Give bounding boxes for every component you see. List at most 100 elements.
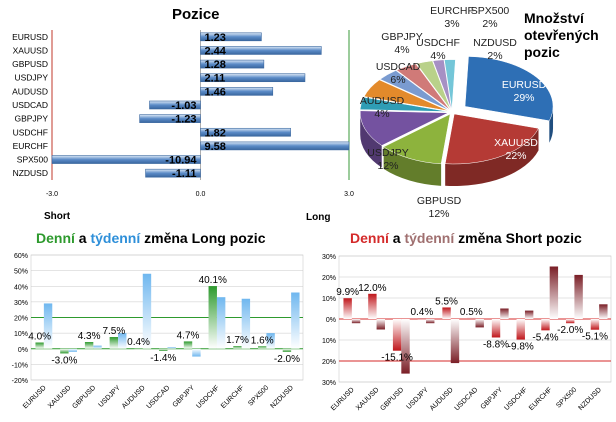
long-category-xauusd: XAUUSD xyxy=(47,384,73,410)
short-category-eurusd: EURUSD xyxy=(330,386,356,412)
pie-slice-usdcad xyxy=(363,79,449,112)
pie-slice-xauusd xyxy=(444,113,539,165)
long-daily-bar-gbpjpy xyxy=(183,341,193,349)
long-ytick-7: 50% xyxy=(14,269,28,276)
long-ytick-2: 0% xyxy=(18,347,28,354)
position-category-eurusd: EURUSD xyxy=(12,32,48,42)
positions-tick-2: 3.0 xyxy=(344,191,354,198)
short-category-audusd: AUDUSD xyxy=(429,386,455,412)
long-data-label-audusd: 0.4% xyxy=(127,337,150,348)
long-ytick-4: 20% xyxy=(14,316,28,323)
short-category-nzdusd: NZDUSD xyxy=(577,386,603,412)
short-daily-bar-xauusd xyxy=(368,293,377,319)
pie-slice-spx500 xyxy=(432,59,452,110)
position-category-gbpusd: GBPUSD xyxy=(12,59,48,69)
position-category-audusd: AUDUSD xyxy=(12,86,48,96)
short-ytick-3: 0% xyxy=(326,317,336,324)
short-data-label-usdjpy: 0.4% xyxy=(410,307,433,318)
long-weekly-bar-xauusd xyxy=(68,348,77,352)
position-bar-eurchf xyxy=(200,141,350,151)
position-value-xauusd: 2.44 xyxy=(205,45,227,57)
short-weekly-bar-nzdusd xyxy=(599,304,608,319)
long-category-gbpusd: GBPUSD xyxy=(71,384,97,410)
short-axis-label: Short xyxy=(44,211,71,222)
long-weekly-bar-usdjpy xyxy=(118,333,127,349)
position-category-nzdusd: NZDUSD xyxy=(13,168,48,178)
short-daily-bar-usdchf xyxy=(516,319,525,340)
long-ytick-0: -20% xyxy=(12,378,28,385)
long-data-label-xauusd: -3.0% xyxy=(51,355,77,366)
position-value-eurchf: 9.58 xyxy=(205,141,226,153)
long-daily-bar-xauusd xyxy=(60,348,69,354)
long-daily-bar-audusd xyxy=(134,348,143,350)
pie-slice-usdjpy xyxy=(360,110,449,146)
pie-percent-audusd: 4% xyxy=(374,108,389,120)
pie-percent-xauusd: 22% xyxy=(505,150,526,162)
pie-label-spx500: SPX500 xyxy=(471,5,510,17)
long-ytick-5: 30% xyxy=(14,300,28,307)
long-weekly-bar-usdchf xyxy=(216,297,226,349)
short-weekly-bar-audusd xyxy=(450,319,460,364)
short-category-usdjpy: USDJPY xyxy=(405,386,430,411)
short-change-title: Denní a týdenní změna Short pozic xyxy=(350,230,582,246)
pie-percent-nzdusd: 2% xyxy=(487,50,502,62)
long-category-spx500: SPX500 xyxy=(247,384,270,407)
long-weekly-bar-eurchf xyxy=(241,298,251,349)
pie-side-gbpusd xyxy=(383,146,442,186)
pie-percent-usdjpy: 12% xyxy=(377,160,398,172)
long-category-audusd: AUDUSD xyxy=(121,384,147,410)
position-value-usdjpy: 2.11 xyxy=(205,73,226,85)
long-daily-bar-eurchf xyxy=(233,346,242,349)
pie-percent-eurusd: 29% xyxy=(513,92,534,104)
long-data-label-usdjpy: 7.5% xyxy=(102,326,125,337)
short-ytick-6: 30% xyxy=(322,380,336,387)
long-data-label-usdchf: 40.1% xyxy=(199,275,227,286)
long-weekly-bar-gbpusd xyxy=(93,345,102,349)
short-title-and: a xyxy=(388,230,405,246)
short-daily-bar-usdcad xyxy=(467,317,476,319)
long-weekly-bar-eurusd xyxy=(43,303,53,349)
position-category-usdcad: USDCAD xyxy=(12,100,48,110)
positions-tick-0: -3.0 xyxy=(46,191,58,198)
position-value-nzdusd: -1.11 xyxy=(172,168,196,180)
position-value-audusd: 1.46 xyxy=(205,86,226,98)
pie-slice-nzdusd xyxy=(444,59,456,110)
short-data-label-spx500: -2.0% xyxy=(557,325,583,336)
long-ytick-1: -10% xyxy=(12,362,28,369)
short-category-gbpjpy: GBPJPY xyxy=(480,386,505,411)
position-category-usdjpy: USDJPY xyxy=(14,73,48,83)
long-category-eurusd: EURUSD xyxy=(22,384,48,410)
short-data-label-audusd: 5.5% xyxy=(435,296,458,307)
short-weekly-bar-eurchf xyxy=(549,266,559,319)
position-bar-audusd xyxy=(200,87,274,96)
pie-label-usdjpy: USDJPY xyxy=(367,147,408,159)
open-positions-pie: EURUSD29%XAUUSD22%GBPUSD12%USDJPY12%AUDU… xyxy=(360,5,554,220)
short-daily-bar-usdjpy xyxy=(417,318,427,320)
long-daily-bar-usdcad xyxy=(159,348,168,351)
short-weekly-bar-usdjpy xyxy=(426,319,435,324)
pie-side-eurusd xyxy=(549,106,554,143)
pie-label-eurchf: EURCHF xyxy=(430,5,474,17)
pie-slice-eurchf xyxy=(416,60,452,110)
pie-sides xyxy=(360,106,554,186)
positions-chart-title: Pozice xyxy=(172,6,220,23)
position-bar-spx500 xyxy=(51,155,201,164)
short-daily-bar-gbpjpy xyxy=(491,319,501,338)
long-data-label-eurchf: 1.7% xyxy=(226,335,249,346)
long-category-usdchf: USDCHF xyxy=(195,384,221,410)
pie-label-eurusd: EURUSD xyxy=(502,79,547,91)
short-change-chart: 30% 20% 10% 0% 10% 20% 30% 9.9% EURUSD 12.0% XAUUS… xyxy=(322,254,612,412)
position-bar-usdchf xyxy=(200,127,291,137)
pie-percent-gbpjpy: 4% xyxy=(394,44,409,56)
short-weekly-bar-xauusd xyxy=(376,319,385,330)
short-title-daily: Denní xyxy=(350,230,389,246)
short-weekly-bar-spx500 xyxy=(574,274,583,319)
short-weekly-bar-gbpusd xyxy=(401,319,410,374)
long-daily-bar-nzdusd xyxy=(282,348,292,352)
short-daily-bar-audusd xyxy=(442,307,451,319)
pie-slice-eurusd xyxy=(464,56,554,122)
short-data-label-xauusd: 12.0% xyxy=(358,283,386,294)
short-data-label-nzdusd: -5.1% xyxy=(582,332,608,343)
short-category-usdcad: USDCAD xyxy=(454,386,480,412)
position-category-usdchf: USDCHF xyxy=(13,127,48,137)
